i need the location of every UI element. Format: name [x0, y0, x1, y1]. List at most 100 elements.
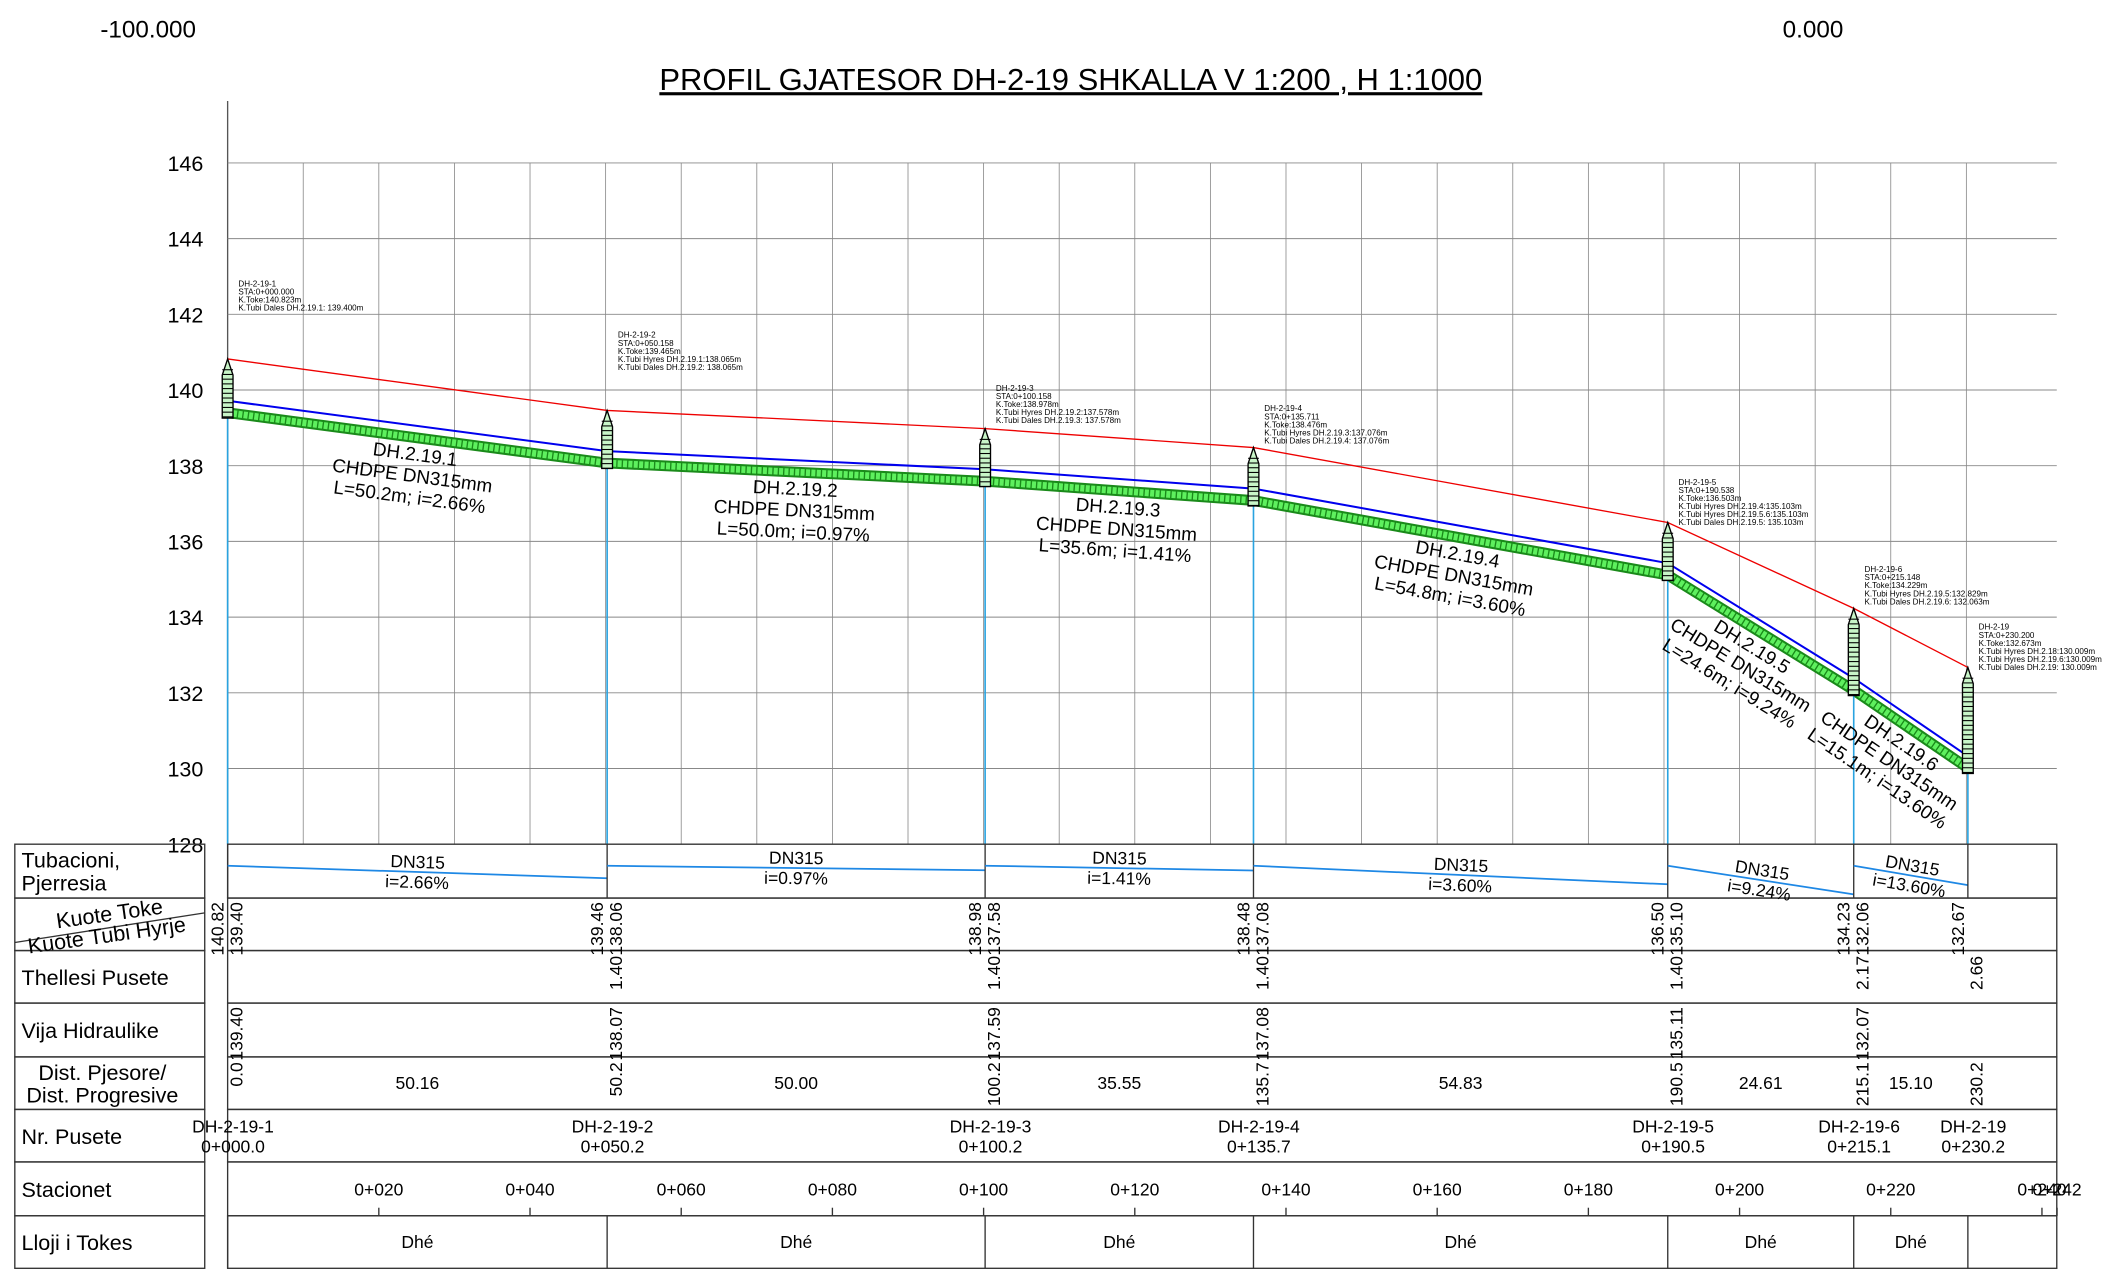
manhole-info: STA:0+230.200: [1979, 631, 2035, 640]
pipe-diameter: DN315: [1433, 854, 1488, 876]
manhole-info: K.Tubi Dales DH.2.19.2: 138.065m: [618, 363, 743, 372]
station-label: 0+140: [1261, 1180, 1310, 1200]
row-label: Nr. Pusete: [22, 1125, 123, 1149]
manhole-info: STA:0+215.148: [1864, 573, 1920, 582]
manhole-info: K.Tubi Dales DH.2.19: 130.009m: [1979, 663, 2098, 672]
slope-line: [1667, 864, 1854, 896]
manhole-info: K.Toke:136.503m: [1679, 494, 1742, 503]
pipe-diameter: DN315: [390, 851, 445, 873]
slope-line: [1253, 864, 1668, 886]
ground-elevation: 139.46: [587, 902, 607, 956]
row-box: [226, 897, 2058, 952]
manhole-station: 0+000.0: [201, 1137, 265, 1157]
manhole-station: 0+230.2: [1941, 1137, 2005, 1157]
station-label: 0+242: [2032, 1180, 2081, 1200]
manhole-name: DH-2-19-1: [192, 1116, 274, 1136]
manhole-info: STA:0+000.000: [238, 287, 294, 296]
row-label: Dist. Pjesore/: [38, 1061, 166, 1085]
manhole-depth: 2.17: [1853, 956, 1873, 990]
hydraulic-level: 139.40: [226, 1007, 246, 1061]
ground-elevation: 134.23: [1834, 902, 1854, 956]
manhole-info: K.Tubi Hyres DH.2.19.1:138.065m: [618, 355, 741, 364]
progressive-distance: 215.1: [1853, 1062, 1873, 1106]
partial-distance: 54.83: [1439, 1073, 1483, 1093]
progressive-distance: 230.2: [1967, 1062, 1987, 1106]
station-label: 0+080: [808, 1180, 857, 1200]
hydraulic-level: 135.11: [1667, 1007, 1687, 1059]
elevation-label: 140: [167, 379, 203, 403]
row-box: [226, 1002, 2058, 1058]
progressive-distance: 135.7: [1252, 1062, 1272, 1106]
row-box: [226, 1108, 2058, 1163]
invert-elevation: 138.06: [606, 902, 626, 956]
pipe-slope: i=2.66%: [385, 871, 449, 893]
row-label: Dist. Progresive: [26, 1084, 178, 1108]
soil-type: Dhé: [1745, 1232, 1777, 1252]
elevation-label: 142: [167, 303, 203, 327]
manhole-info: DH-2-19-5: [1679, 478, 1717, 487]
manhole-info: K.Tubi Hyres DH.2.19.4:135.103m: [1679, 502, 1802, 511]
elevation-label: 130: [167, 758, 203, 782]
row-label: Lloji i Tokes: [22, 1231, 133, 1255]
ground-elevation: 138.48: [1233, 902, 1253, 956]
soil-type: Dhé: [1895, 1232, 1927, 1252]
manhole-info: K.Tubi Hyres DH.2.18:130.009m: [1979, 647, 2096, 656]
manhole-info: K.Toke:132.673m: [1979, 639, 2042, 648]
ground-elevation: 140.82: [208, 902, 228, 956]
manhole-info: K.Tubi Dales DH.2.19.3: 137.578m: [996, 416, 1121, 425]
manhole-depth: 1.40: [606, 956, 626, 990]
station-label: 0+240: [2017, 1180, 2066, 1200]
slope-line: [985, 864, 1254, 872]
station-label: 0+180: [1564, 1180, 1613, 1200]
manhole: [601, 408, 614, 470]
manhole-station: 0+215.1: [1827, 1137, 1891, 1157]
hydraulic-level: 137.59: [984, 1007, 1004, 1061]
manhole-info: STA:0+100.158: [996, 392, 1052, 401]
manhole-depth: 2.66: [1967, 956, 1987, 990]
ground-elevation: 132.67: [1948, 902, 1968, 956]
progressive-distance: 100.2: [984, 1062, 1004, 1106]
elevation-label: 136: [167, 530, 203, 554]
manhole-info: K.Tubi Hyres DH.2.19.2:137.578m: [996, 408, 1119, 417]
manhole-info: DH-2-19-3: [996, 384, 1034, 393]
row-box: [226, 1215, 2058, 1269]
manhole-station: 0+135.7: [1227, 1137, 1291, 1157]
invert-elevation: 135.10: [1667, 902, 1687, 956]
progressive-distance: 190.5: [1667, 1062, 1687, 1106]
corner-label: -100.000: [100, 17, 196, 44]
row-box: [226, 949, 2058, 1004]
manhole-info: K.Tubi Hyres DH.2.19.6:130.009m: [1979, 655, 2102, 664]
manhole-info: K.Toke:134.229m: [1864, 581, 1927, 590]
progressive-distance: 50.2: [606, 1062, 626, 1096]
row-label-box: [14, 1215, 206, 1269]
station-label: 0+020: [354, 1180, 403, 1200]
pipe-diameter: DN315: [769, 848, 824, 869]
soil-type: Dhé: [401, 1232, 433, 1252]
row-label: Tubacioni,: [22, 849, 121, 873]
pipe-crown: [227, 399, 1969, 758]
manhole-info: K.Toke:140.823m: [238, 295, 301, 304]
manhole-info: K.Toke:138.476m: [1264, 420, 1327, 429]
manhole-info: STA:0+190.538: [1679, 486, 1735, 495]
elevation-label: 128: [167, 833, 203, 857]
slope-line: [1853, 864, 1969, 887]
invert-elevation: 137.58: [984, 902, 1004, 956]
manhole-depth: 1.40: [1252, 956, 1272, 990]
pipe-slope: i=0.97%: [764, 868, 828, 889]
partial-distance: 50.00: [774, 1073, 818, 1093]
partial-distance: 24.61: [1739, 1073, 1783, 1093]
manhole-info: K.Tubi Dales DH.2.19.6: 132.063m: [1864, 597, 1989, 606]
manhole-info: K.Toke:138.978m: [996, 400, 1059, 409]
row-label: Pjerresia: [22, 872, 107, 896]
station-label: 0+200: [1715, 1180, 1764, 1200]
ground-elevation: 136.50: [1648, 902, 1668, 956]
invert-elevation: 139.40: [226, 902, 246, 956]
manhole-name: DH-2-19-4: [1218, 1116, 1300, 1136]
partial-distance: 50.16: [395, 1073, 439, 1093]
partial-distance: 15.10: [1889, 1073, 1933, 1093]
manhole-info: K.Tubi Dales DH.2.19.5: 135.103m: [1679, 518, 1804, 527]
